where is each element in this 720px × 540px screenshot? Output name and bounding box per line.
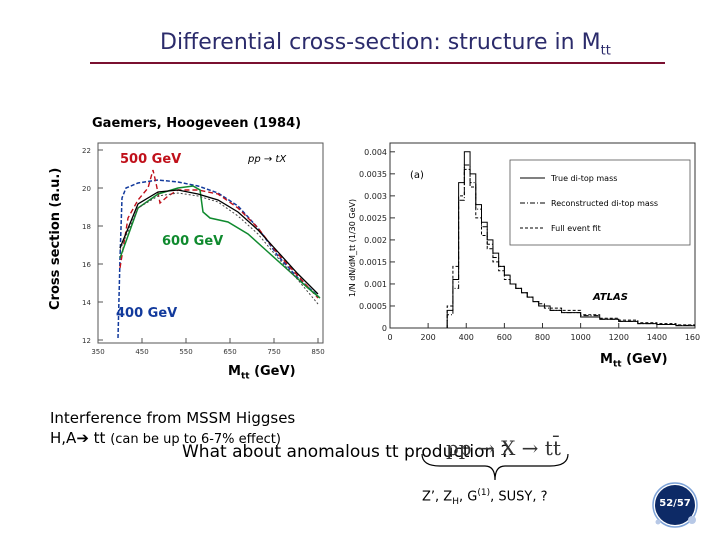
right-x-tick-label: 600 (497, 333, 512, 342)
curve-400gev (117, 179, 319, 339)
right-y-tick-label: 0.0035 (359, 170, 387, 179)
process-formula: pp → X → tt̄ (446, 436, 561, 460)
left-y-tick-label: 18 (82, 223, 91, 231)
right-x-tick-label: 1000 (570, 333, 590, 342)
right-x-tick-label: 1200 (609, 333, 629, 342)
right-y-tick-label: 0.0005 (359, 302, 387, 311)
atlas-watermark: ATLAS (592, 292, 628, 303)
left-plot-x-ticks: 350 450 550 650 750 850 (91, 338, 325, 356)
curve-reference (119, 189, 319, 295)
right-y-tick-label: 0.004 (364, 148, 387, 157)
atlas-mtt-histogram: 1/N dN/dM_tt (1/30 GeV) 0 0.0005 0.001 0.00… (348, 142, 700, 342)
right-y-tick-label: 0.0025 (359, 214, 387, 223)
x-axis-label-right: Mtt (GeV) (600, 352, 668, 370)
mass-label-500: 500 GeV (120, 152, 182, 167)
right-plot-annotation: (a) (410, 170, 424, 181)
legend-label-2: Full event fit (551, 224, 601, 233)
right-x-tick-label: 1600 (685, 333, 700, 342)
left-y-tick-label: 22 (82, 147, 91, 155)
left-x-tick-label: 650 (223, 348, 236, 356)
right-x-tick-label: 1400 (647, 333, 667, 342)
left-x-tick-label: 850 (311, 348, 324, 356)
page-number: 52/57 (659, 498, 691, 509)
curve-500gev (119, 169, 319, 299)
right-x-tick-label: 0 (387, 333, 392, 342)
arrow-right-icon: ➔ (76, 429, 89, 447)
interference-text: Interference from MSSM Higgses H,A➔ tt (… (50, 409, 296, 447)
left-y-tick-label: 14 (82, 299, 91, 307)
legend-label-0: True di-top mass (550, 174, 617, 183)
mass-label-400: 400 GeV (116, 306, 178, 321)
slide-title: Differential cross-section: structure in… (160, 30, 611, 59)
right-y-tick-label: 0 (382, 324, 387, 333)
left-plot-inset-label: pp → tX (247, 154, 287, 165)
right-plot-y-ticks: 0 0.0005 0.001 0.0015 0.002 0.0025 0.003 0.0035… (359, 148, 395, 333)
legend-label-1: Reconstructed di-top mass (551, 199, 658, 208)
right-x-tick-label: 800 (535, 333, 550, 342)
x-axis-label-left: Mtt (GeV) (228, 364, 296, 382)
left-y-tick-label: 20 (82, 185, 91, 193)
reference-label: Gaemers, Hoogeveen (1984) (92, 116, 302, 131)
anomalous-production-text: What about anomalous tt production ? (182, 442, 510, 462)
left-y-tick-label: 16 (82, 261, 91, 269)
page-badge-icon (652, 482, 698, 528)
right-x-tick-label: 200 (420, 333, 435, 342)
right-y-tick-label: 0.002 (364, 236, 387, 245)
right-plot-legend-entries: True di-top mass Reconstructed di-top mas… (520, 174, 658, 233)
right-y-tick-label: 0.001 (364, 280, 387, 289)
mass-label-600: 600 GeV (162, 234, 224, 249)
right-y-tick-label: 0.0015 (359, 258, 387, 267)
right-y-tick-label: 0.003 (364, 192, 387, 201)
left-cross-section-plot: 22 20 18 16 14 12 350 450 550 650 750 850 pp → tX (82, 142, 325, 356)
left-x-tick-label: 450 (135, 348, 148, 356)
left-x-tick-label: 750 (267, 348, 280, 356)
left-plot-frame (97, 142, 324, 344)
right-x-tick-label: 400 (459, 333, 474, 342)
right-plot-series (446, 151, 695, 328)
curve-reference-dotted (119, 192, 319, 305)
left-y-tick-label: 12 (82, 337, 91, 345)
left-x-tick-label: 350 (91, 348, 104, 356)
left-x-tick-label: 550 (179, 348, 192, 356)
left-plot-y-ticks: 22 20 18 16 14 12 (82, 147, 103, 345)
model-list: Z’, ZH, G(1), SUSY, ? (422, 488, 548, 507)
right-plot-y-axis-label: 1/N dN/dM_tt (1/30 GeV) (348, 199, 357, 297)
y-axis-label: Cross section (a.u.) (48, 167, 63, 310)
underbrace-icon (421, 453, 569, 481)
title-underline (90, 62, 665, 64)
series-line-2 (446, 168, 695, 328)
curve-600gev (119, 185, 321, 299)
